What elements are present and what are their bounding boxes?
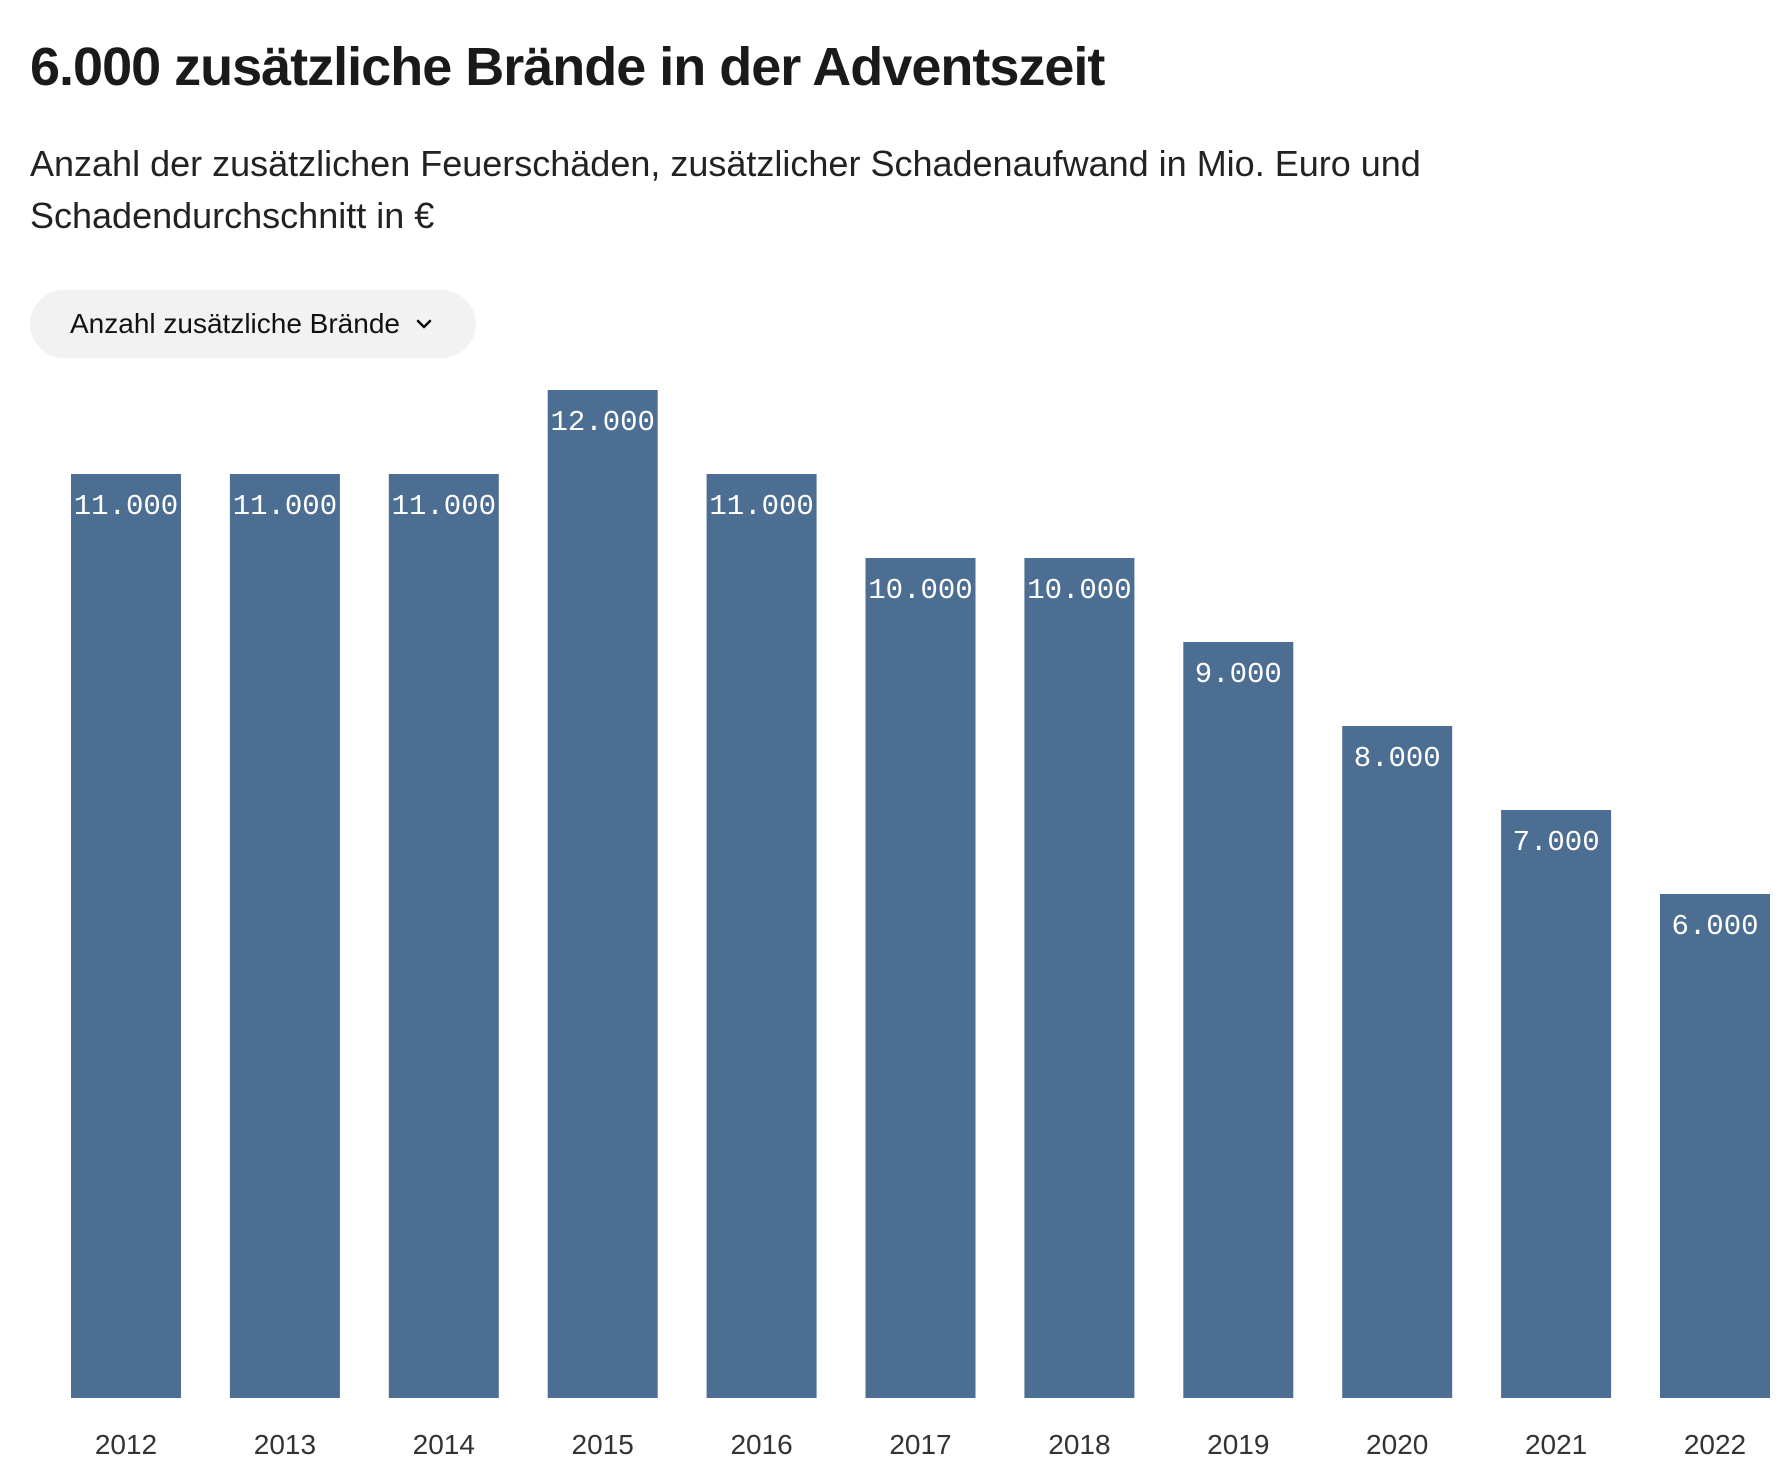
chart-subtitle: Anzahl der zusätzlichen Feuerschäden, zu… (30, 143, 1421, 236)
x-tick-label-2015: 2015 (572, 1429, 634, 1460)
bar-2018 (1024, 558, 1135, 1398)
bar-chart: 11.000 2012 11.000 2013 11.000 2014 12.000 2015… (71, 390, 1770, 1460)
data-label-2017: 10.000 (868, 574, 972, 607)
x-tick-label-2022: 2022 (1684, 1429, 1746, 1460)
x-tick-label-2016: 2016 (730, 1429, 792, 1460)
x-tick-label-2019: 2019 (1207, 1429, 1269, 1460)
data-label-2015: 12.000 (550, 406, 654, 439)
bar-2019 (1183, 642, 1294, 1398)
bar-2022 (1660, 894, 1770, 1398)
x-tick-label-2014: 2014 (413, 1429, 475, 1460)
data-label-2019: 9.000 (1195, 658, 1282, 691)
data-label-2018: 10.000 (1027, 574, 1131, 607)
data-label-2013: 11.000 (233, 490, 337, 523)
x-tick-label-2012: 2012 (95, 1429, 157, 1460)
chevron-down-icon (416, 319, 432, 329)
data-label-2016: 11.000 (709, 490, 813, 523)
x-tick-label-2013: 2013 (254, 1429, 316, 1460)
bar-2021 (1501, 810, 1612, 1398)
bar-2013 (229, 474, 340, 1398)
data-label-2014: 11.000 (392, 490, 496, 523)
data-label-2020: 8.000 (1354, 742, 1441, 775)
bar-2014 (388, 474, 499, 1398)
bar-2015 (547, 390, 658, 1398)
data-label-2012: 11.000 (74, 490, 178, 523)
x-tick-label-2018: 2018 (1048, 1429, 1110, 1460)
chart-title: 6.000 zusätzliche Brände in der Adventsz… (30, 37, 1105, 97)
x-tick-label-2021: 2021 (1525, 1429, 1587, 1460)
x-tick-label-2020: 2020 (1366, 1429, 1428, 1460)
bar-2020 (1342, 726, 1453, 1398)
bar-2017 (865, 558, 976, 1398)
x-tick-label-2017: 2017 (889, 1429, 951, 1460)
bar-2012 (71, 474, 181, 1398)
metric-select-label: Anzahl zusätzliche Brände (70, 308, 400, 339)
data-label-2021: 7.000 (1513, 826, 1600, 859)
bar-2016 (706, 474, 817, 1398)
metric-select[interactable]: Anzahl zusätzliche Brände (30, 290, 476, 358)
data-label-2022: 6.000 (1671, 910, 1758, 943)
